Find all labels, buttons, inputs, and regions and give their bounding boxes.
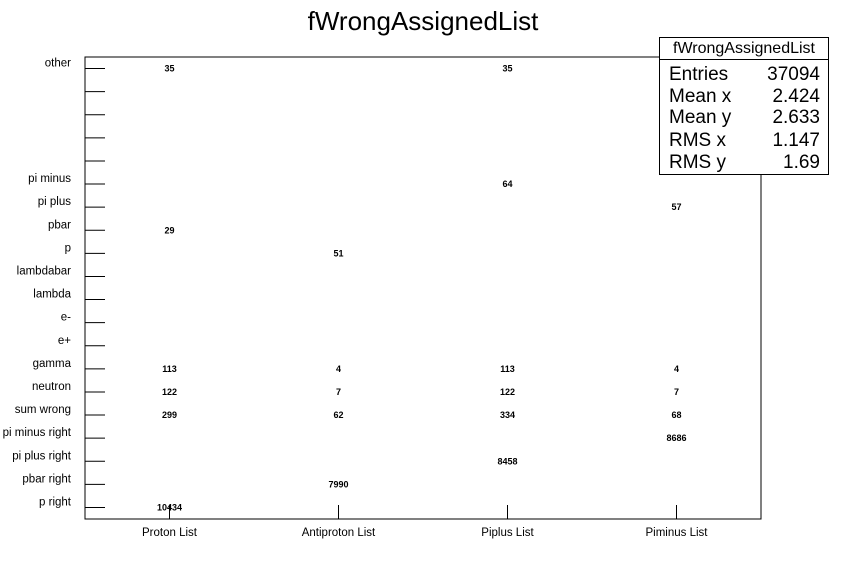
stat-row-mean-y: Mean y 2.633	[669, 107, 820, 129]
y-tick-label: gamma	[33, 358, 72, 370]
y-tick-label: pbar right	[22, 473, 71, 485]
stat-row-entries: Entries 37094	[669, 64, 820, 86]
cell-value: 35	[502, 64, 512, 74]
y-tick-label: e-	[61, 312, 71, 324]
cell-value: 122	[162, 387, 177, 397]
stats-box-title: fWrongAssignedList	[660, 38, 828, 60]
cell-value: 334	[500, 410, 515, 420]
cell-value: 8686	[666, 433, 686, 443]
cell-value: 64	[502, 179, 512, 189]
stat-row-rms-y: RMS y 1.69	[669, 152, 820, 174]
cell-value: 299	[162, 410, 177, 420]
x-tick-label: Antiproton List	[302, 527, 376, 539]
stat-row-rms-x: RMS x 1.147	[669, 130, 820, 152]
y-tick-label: pi minus	[28, 173, 71, 185]
y-tick-label: sum wrong	[15, 404, 71, 416]
chart-title: fWrongAssignedList	[307, 6, 539, 36]
stat-label: Mean y	[669, 107, 732, 128]
stat-label: Entries	[669, 64, 729, 85]
stat-value: 2.424	[772, 86, 820, 107]
stats-box: fWrongAssignedList Entries 37094 Mean x …	[659, 37, 829, 175]
stat-value: 1.69	[783, 152, 820, 173]
cell-value: 8458	[497, 456, 517, 466]
cell-value: 7990	[328, 479, 348, 489]
cell-value: 4	[674, 364, 679, 374]
cell-value: 7	[336, 387, 341, 397]
y-tick-label: pi plus right	[12, 450, 72, 462]
y-tick-label: pi plus	[38, 196, 71, 208]
cell-value: 113	[500, 364, 515, 374]
cell-value: 4	[336, 364, 341, 374]
cell-value: 10434	[157, 502, 182, 512]
cell-value: 122	[500, 387, 515, 397]
y-tick-label: other	[45, 58, 71, 70]
x-tick-label: Piplus List	[481, 527, 534, 539]
stat-row-mean-x: Mean x 2.424	[669, 86, 820, 108]
stat-value: 1.147	[772, 130, 820, 151]
y-tick-label: pbar	[48, 219, 71, 231]
y-tick-label: p	[65, 242, 71, 254]
stat-label: RMS x	[669, 130, 726, 151]
cell-value: 68	[671, 410, 681, 420]
cell-value: 113	[162, 364, 177, 374]
cell-value: 51	[333, 248, 343, 258]
y-tick-label: p right	[39, 496, 72, 508]
cell-value: 7	[674, 387, 679, 397]
y-tick-label: lambda	[33, 289, 71, 301]
x-tick-label: Piminus List	[646, 527, 709, 539]
stat-value: 37094	[767, 64, 820, 85]
y-tick-label: neutron	[32, 381, 71, 393]
stat-label: Mean x	[669, 86, 732, 107]
stat-value: 2.633	[772, 107, 820, 128]
cell-value: 35	[164, 64, 174, 74]
y-tick-label: e+	[58, 335, 71, 347]
y-tick-label: pi minus right	[3, 427, 72, 439]
x-tick-label: Proton List	[142, 527, 198, 539]
cell-value: 62	[333, 410, 343, 420]
stat-label: RMS y	[669, 152, 726, 173]
plot-frame	[84, 56, 762, 520]
y-tick-label: lambdabar	[17, 265, 72, 277]
cell-value: 57	[671, 202, 681, 212]
cell-value: 29	[164, 225, 174, 235]
